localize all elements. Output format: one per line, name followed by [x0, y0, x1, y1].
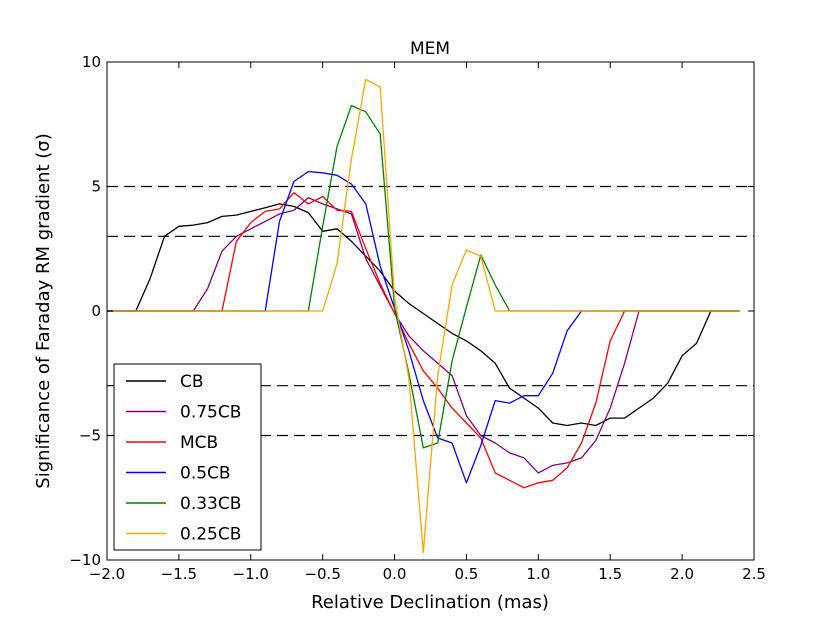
legend-label: MCB: [180, 433, 218, 453]
series-line-mcb: [107, 192, 740, 489]
y-tick-label: −10: [69, 551, 101, 569]
y-tick-label: 5: [91, 178, 101, 196]
series-line-05cb: [107, 170, 740, 484]
x-tick-label: −1.0: [233, 565, 269, 583]
x-tick-label: −1.5: [161, 565, 197, 583]
y-axis-ticks: −10 −5 0 5 10: [69, 53, 754, 569]
x-tick-label: 0.0: [383, 565, 407, 583]
legend: CB 0.75CB MCB 0.5CB 0.33CB 0.25CB: [113, 363, 262, 551]
series-line-025cb: [107, 78, 740, 554]
series-line-075cb: [107, 197, 740, 474]
legend-label: 0.75CB: [180, 403, 241, 423]
legend-label: 0.33CB: [180, 494, 241, 514]
x-tick-label: 2.5: [742, 565, 766, 583]
x-tick-label: 1.5: [598, 565, 622, 583]
y-axis-label: Significance of Faraday RM gradient (σ): [33, 133, 54, 488]
legend-box: [113, 363, 262, 551]
y-tick-label: −5: [79, 427, 101, 445]
series-line-cb: [107, 203, 740, 427]
x-axis-label: Relative Declination (mas): [311, 592, 549, 613]
legend-label: 0.5CB: [180, 464, 231, 484]
x-tick-label: 1.0: [526, 565, 550, 583]
x-axis-ticks: −2.0 −1.5 −1.0 −0.5 0.0 0.5 1.0 1.5 2.0 2.5: [89, 62, 766, 583]
y-tick-label: 0: [91, 302, 101, 320]
series-line-033cb: [107, 104, 740, 449]
chart-title: MEM: [410, 39, 450, 59]
legend-label: 0.25CB: [180, 525, 241, 545]
y-tick-label: 10: [82, 53, 101, 71]
x-tick-label: −0.5: [304, 565, 340, 583]
legend-label: CB: [180, 372, 204, 392]
x-tick-label: 2.0: [670, 565, 694, 583]
series-layer: [107, 78, 740, 554]
x-tick-label: 0.5: [455, 565, 479, 583]
x-tick-label: −2.0: [89, 565, 125, 583]
